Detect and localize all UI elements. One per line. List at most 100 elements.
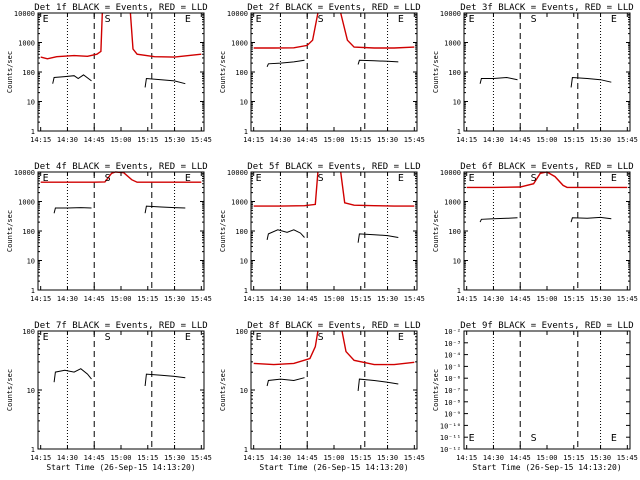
time-marker-label: S [318, 173, 324, 184]
x-tick-label: 14:45 [297, 295, 318, 303]
y-tick-label: 1 [244, 128, 248, 136]
x-tick-label: 14:45 [510, 136, 531, 144]
y-tick-label: 1 [244, 446, 248, 454]
time-marker-label: E [185, 332, 191, 343]
panel-title: Det 8f BLACK = Events, RED = LLD [247, 321, 420, 331]
x-tick-label: 15:30 [164, 136, 185, 144]
x-tick-label: 15:45 [191, 454, 212, 462]
time-marker-label: E [185, 173, 191, 184]
y-tick-label: 100 [22, 69, 35, 77]
y-tick-label: 100 [448, 228, 461, 236]
y-tick-label: 100 [235, 328, 248, 336]
events-series-line [570, 216, 612, 223]
x-tick-label: 15:15 [350, 295, 371, 303]
panel-6: Det 6f BLACK = Events, RED = LLD Counts/s… [432, 162, 638, 303]
y-tick-label: 1 [31, 287, 35, 295]
x-tick-label: 15:00 [110, 295, 131, 303]
events-series-line [266, 59, 305, 67]
panel-title: Det 7f BLACK = Events, RED = LLD [34, 321, 207, 331]
x-tick-label: 14:15 [456, 295, 477, 303]
y-tick-label: 10⁻² [444, 328, 461, 336]
y-tick-label: 10000 [440, 169, 461, 177]
x-tick-label: 15:15 [137, 295, 158, 303]
y-tick-label: 10⁻⁴ [444, 352, 461, 360]
y-tick-label: 100 [22, 228, 35, 236]
x-tick-label: 14:45 [84, 454, 105, 462]
y-axis-label: Counts/sec [219, 210, 227, 252]
x-tick-label: 14:30 [270, 454, 291, 462]
x-tick-label: 14:45 [510, 454, 531, 462]
x-tick-label: 15:45 [404, 295, 425, 303]
x-tick-label: 14:30 [57, 295, 78, 303]
time-marker-label: E [469, 173, 475, 184]
time-marker-label: E [43, 173, 49, 184]
time-marker-label: E [43, 332, 49, 343]
events-series-line [357, 59, 399, 65]
x-tick-label: 15:45 [617, 454, 638, 462]
time-marker-label: E [469, 14, 475, 25]
y-tick-label: 10 [240, 99, 248, 107]
lld-series-line [340, 171, 415, 207]
x-tick-label: 14:30 [57, 454, 78, 462]
time-marker-label: E [256, 173, 262, 184]
plot-frame [37, 12, 205, 132]
events-series-line [144, 373, 186, 387]
events-series-line [144, 77, 186, 88]
x-tick-label: 15:15 [350, 136, 371, 144]
y-tick-label: 10⁻⁹ [444, 411, 461, 419]
x-tick-label: 14:30 [483, 295, 504, 303]
y-tick-label: 100 [235, 69, 248, 77]
x-tick-label: 15:30 [377, 295, 398, 303]
x-tick-label: 15:00 [323, 295, 344, 303]
x-tick-label: 14:30 [270, 136, 291, 144]
y-tick-label: 1 [31, 446, 35, 454]
panel-4: Det 4f BLACK = Events, RED = LLD Counts/s… [6, 162, 212, 303]
x-tick-label: 14:45 [297, 136, 318, 144]
panel-title: Det 1f BLACK = Events, RED = LLD [34, 3, 207, 13]
x-tick-label: 15:30 [590, 454, 611, 462]
panel-title: Det 2f BLACK = Events, RED = LLD [247, 3, 420, 13]
y-tick-label: 1000 [231, 40, 248, 48]
y-tick-label: 100 [448, 69, 461, 77]
plot-frame [463, 171, 631, 291]
y-tick-label: 1000 [231, 199, 248, 207]
y-axis-label: Counts/sec [219, 51, 227, 93]
events-series-line [144, 205, 186, 214]
events-series-line [479, 217, 518, 223]
x-tick-label: 14:15 [456, 454, 477, 462]
time-marker-label: S [531, 14, 537, 25]
lld-series-line [253, 12, 319, 49]
y-tick-label: 10 [240, 258, 248, 266]
y-tick-label: 1 [31, 128, 35, 136]
x-tick-label: 15:00 [536, 136, 557, 144]
y-axis-label: Counts/sec [432, 369, 440, 411]
plot-frame [463, 12, 631, 132]
y-tick-label: 10000 [14, 169, 35, 177]
y-tick-label: 10000 [440, 10, 461, 18]
time-marker-label: S [531, 433, 537, 444]
time-marker-label: E [611, 173, 617, 184]
x-tick-label: 15:00 [110, 454, 131, 462]
x-tick-label: 14:15 [30, 136, 51, 144]
time-marker-label: S [105, 14, 111, 25]
x-tick-label: 14:15 [243, 295, 264, 303]
x-tick-label: 14:45 [84, 295, 105, 303]
lld-series-line [341, 330, 415, 366]
time-marker-label: E [256, 14, 262, 25]
events-series-line [53, 207, 92, 214]
y-axis-label: Counts/sec [219, 369, 227, 411]
time-marker-label: E [43, 14, 49, 25]
y-tick-label: 10⁻¹² [440, 446, 461, 454]
y-tick-label: 100 [22, 328, 35, 336]
x-tick-label: 14:15 [30, 454, 51, 462]
x-tick-label: 15:30 [377, 454, 398, 462]
x-tick-label: 15:45 [617, 136, 638, 144]
x-tick-label: 15:45 [191, 136, 212, 144]
y-tick-label: 1 [244, 287, 248, 295]
x-tick-label: 15:00 [323, 136, 344, 144]
x-tick-label: 15:15 [563, 136, 584, 144]
lld-series-line [253, 330, 319, 366]
lld-series-line [253, 171, 319, 207]
y-tick-label: 10000 [227, 10, 248, 18]
